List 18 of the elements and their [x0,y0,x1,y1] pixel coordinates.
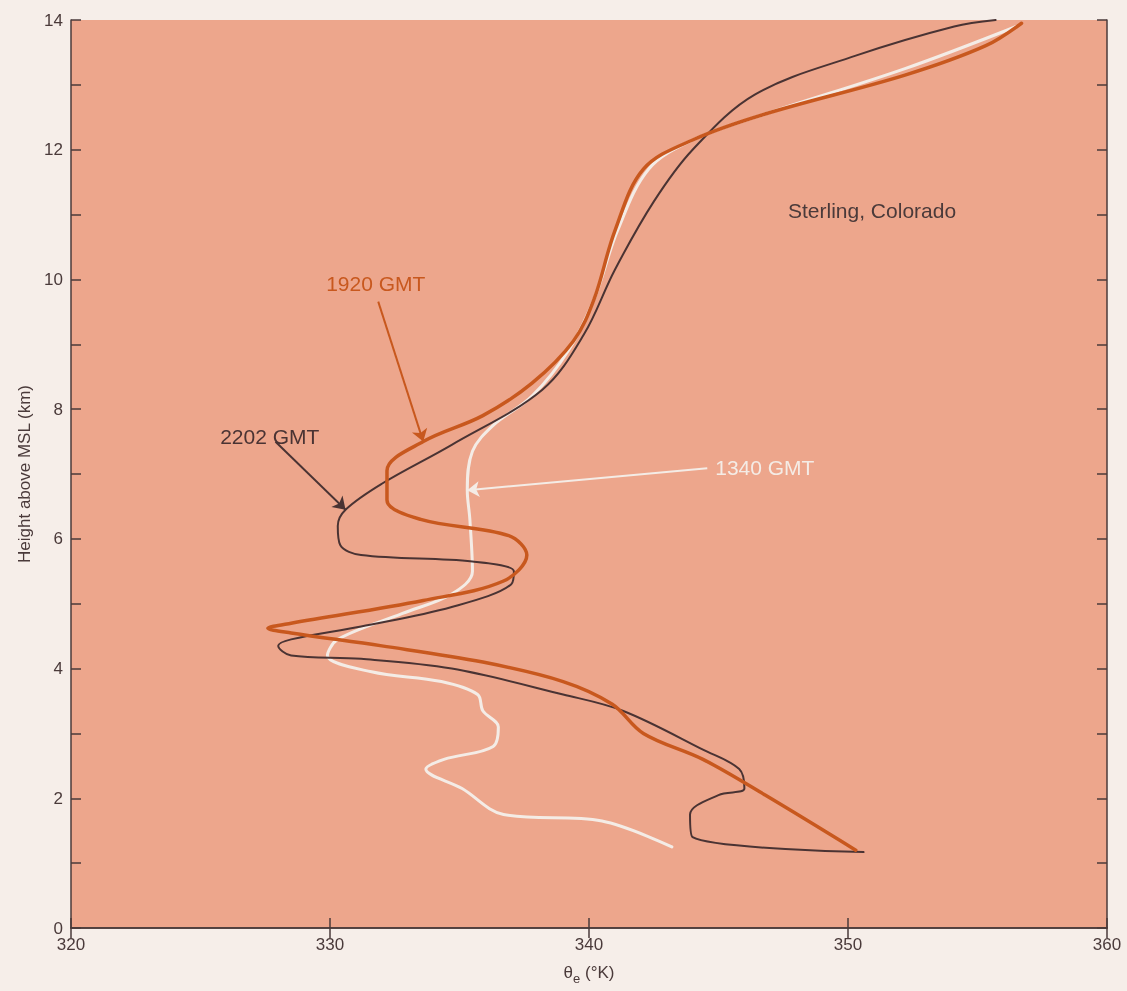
y-tick-label: 10 [44,269,63,289]
y-tick-label: 4 [53,659,63,679]
y-tick-label: 6 [53,529,63,549]
x-tick-label: 360 [1092,935,1122,954]
y-tick-label: 14 [44,10,63,30]
text: 1920 GMT [326,271,426,295]
text: 2202 GMT [220,424,320,448]
x-tick-label: 340 [574,935,604,954]
x-tick-label: 330 [315,935,345,954]
y-axis-title: Height above MSL (km) [15,385,34,563]
x-tick-label: 320 [56,935,86,954]
y-tick-label: 2 [53,788,63,808]
y-tick-label: 12 [44,140,63,160]
text: 1340 GMT [715,455,815,479]
y-tick-label: 0 [53,918,63,938]
y-tick-label: 8 [53,399,63,419]
x-tick-label: 350 [833,935,863,954]
annotation: Sterling, Colorado [788,199,957,222]
